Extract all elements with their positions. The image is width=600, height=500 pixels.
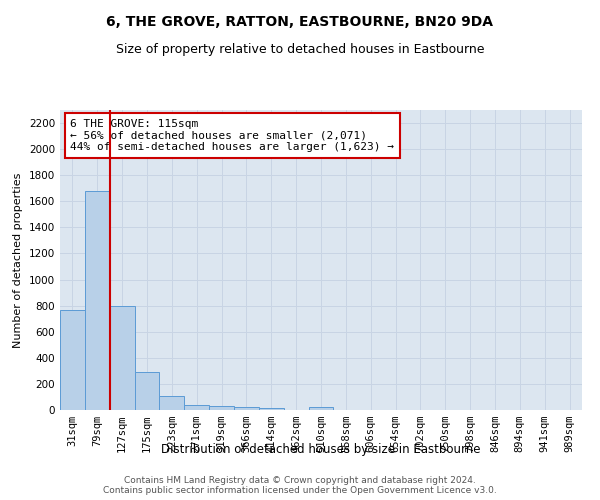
Bar bbox=[134, 372, 160, 410]
Bar bbox=[209, 406, 234, 410]
Text: 6, THE GROVE, RATTON, EASTBOURNE, BN20 9DA: 6, THE GROVE, RATTON, EASTBOURNE, BN20 9… bbox=[107, 15, 493, 29]
Y-axis label: Number of detached properties: Number of detached properties bbox=[13, 172, 23, 348]
Bar bbox=[234, 407, 259, 410]
Text: Size of property relative to detached houses in Eastbourne: Size of property relative to detached ho… bbox=[116, 42, 484, 56]
Bar bbox=[308, 407, 334, 410]
Bar bbox=[85, 191, 110, 410]
Text: Contains HM Land Registry data © Crown copyright and database right 2024.
Contai: Contains HM Land Registry data © Crown c… bbox=[103, 476, 497, 495]
Text: 6 THE GROVE: 115sqm
← 56% of detached houses are smaller (2,071)
44% of semi-det: 6 THE GROVE: 115sqm ← 56% of detached ho… bbox=[70, 119, 394, 152]
Bar bbox=[110, 306, 134, 410]
Bar bbox=[184, 405, 209, 410]
Bar bbox=[160, 396, 184, 410]
Text: Distribution of detached houses by size in Eastbourne: Distribution of detached houses by size … bbox=[161, 442, 481, 456]
Bar bbox=[60, 310, 85, 410]
Bar bbox=[259, 408, 284, 410]
